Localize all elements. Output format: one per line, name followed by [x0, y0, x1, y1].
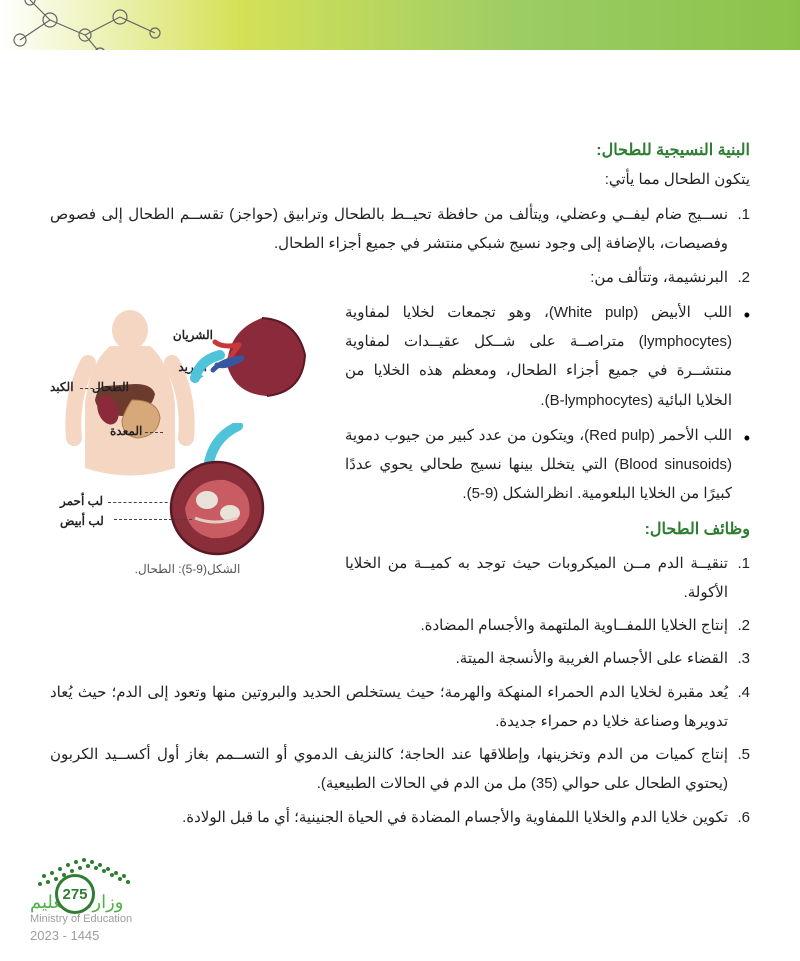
functions-list-cont: إنتاج الخلايا اللمفــاوية الملتهمة والأج… — [50, 611, 750, 832]
footer-year: 2023 - 1445 — [30, 928, 140, 943]
ministry-name-en: Ministry of Education — [30, 913, 140, 925]
top-banner — [0, 0, 800, 50]
function-item: إنتاج الخلايا اللمفــاوية الملتهمة والأج… — [50, 611, 750, 640]
structure-list: نســيج ضام ليفــي وعضلي، ويتألف من حافظة… — [50, 200, 750, 292]
label-liver: الكبد — [50, 380, 74, 394]
molecule-decoration — [0, 0, 200, 50]
arrow-icon — [190, 350, 225, 385]
pulp-item: اللب الأبيض (White pulp)، وهو تجمعات لخل… — [345, 298, 750, 415]
structure-heading: البنية النسيجية للطحال: — [50, 140, 750, 160]
spleen-cutaway — [165, 458, 270, 558]
label-red-pulp: لب أحمر — [60, 494, 103, 508]
structure-item: البرنشيمة، وتتألف من: — [50, 263, 750, 292]
spleen-figure: الكبد الطحال المعدة الشريان الوريد — [50, 298, 325, 576]
function-item: القضاء على الأجسام الغريبة والأنسجة المي… — [50, 644, 750, 673]
page-number-badge: 275 — [55, 874, 95, 914]
function-item: تنقيــة الدم مــن الميكروبات حيث توجد به… — [345, 549, 750, 608]
intro-text: يتكون الطحال مما يأتي: — [50, 170, 750, 188]
functions-list: تنقيــة الدم مــن الميكروبات حيث توجد به… — [345, 549, 750, 608]
functions-heading: وظائف الطحال: — [345, 519, 750, 539]
pulp-list: اللب الأبيض (White pulp)، وهو تجمعات لخل… — [345, 298, 750, 509]
function-item: تكوين خلايا الدم والخلايا اللمفاوية والأ… — [50, 803, 750, 832]
label-stomach: المعدة — [110, 424, 142, 438]
page-content: البنية النسيجية للطحال: يتكون الطحال مما… — [0, 50, 800, 832]
function-item: إنتاج كميات من الدم وتخزينها، وإطلاقها ع… — [50, 740, 750, 799]
label-artery: الشريان — [173, 328, 213, 342]
pulp-item: اللب الأحمر (Red pulp)، ويتكون من عدد كب… — [345, 421, 750, 509]
label-white-pulp: لب أبيض — [60, 514, 104, 528]
function-item: يُعد مقبرة لخلايا الدم الحمراء المنهكة و… — [50, 678, 750, 737]
label-spleen: الطحال — [92, 380, 129, 394]
structure-item: نســيج ضام ليفــي وعضلي، ويتألف من حافظة… — [50, 200, 750, 259]
figure-caption: الشكل(9-5): الطحال. — [50, 562, 325, 576]
